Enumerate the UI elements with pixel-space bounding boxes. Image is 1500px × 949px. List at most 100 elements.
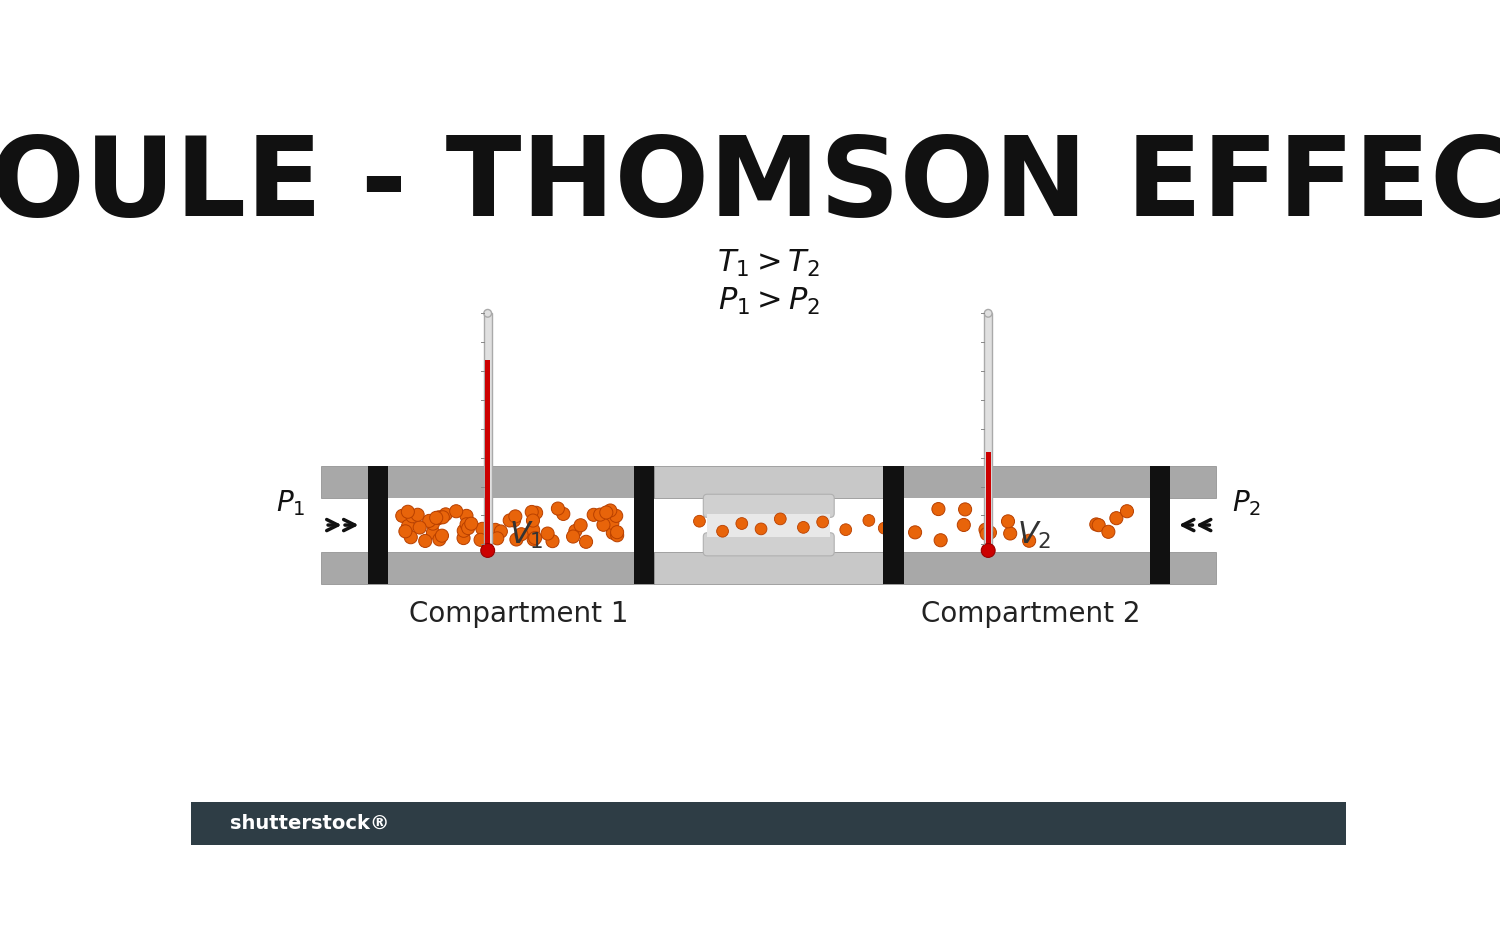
Circle shape xyxy=(404,530,417,544)
Bar xyxy=(986,452,992,545)
Circle shape xyxy=(1023,534,1035,548)
Bar xyxy=(387,498,634,552)
Circle shape xyxy=(542,527,554,540)
Circle shape xyxy=(526,533,540,546)
Circle shape xyxy=(957,518,970,531)
Circle shape xyxy=(980,523,992,536)
Circle shape xyxy=(774,513,786,525)
Bar xyxy=(321,552,654,585)
Circle shape xyxy=(1110,512,1124,525)
Circle shape xyxy=(1120,505,1134,518)
Circle shape xyxy=(958,503,972,516)
Circle shape xyxy=(528,531,542,545)
Circle shape xyxy=(396,510,410,522)
Circle shape xyxy=(568,525,582,537)
Circle shape xyxy=(462,522,474,534)
Circle shape xyxy=(609,510,622,523)
Circle shape xyxy=(546,534,560,548)
Circle shape xyxy=(460,510,472,522)
Circle shape xyxy=(435,530,448,542)
Circle shape xyxy=(980,528,993,540)
Circle shape xyxy=(429,512,442,525)
Circle shape xyxy=(879,522,890,534)
Text: JOULE - THOMSON EFFECT: JOULE - THOMSON EFFECT xyxy=(0,132,1500,239)
Circle shape xyxy=(440,508,452,521)
Bar xyxy=(884,466,903,585)
Circle shape xyxy=(567,530,579,543)
Circle shape xyxy=(1090,518,1102,531)
Circle shape xyxy=(693,515,705,527)
Circle shape xyxy=(514,528,528,541)
Circle shape xyxy=(458,524,471,537)
Circle shape xyxy=(426,517,439,530)
Circle shape xyxy=(600,506,613,519)
Circle shape xyxy=(411,509,424,521)
Circle shape xyxy=(399,525,412,538)
Circle shape xyxy=(1092,518,1106,531)
Text: $V_1$: $V_1$ xyxy=(509,519,543,550)
Bar xyxy=(484,360,490,545)
Circle shape xyxy=(426,526,439,539)
Circle shape xyxy=(465,517,478,530)
Text: Compartment 1: Compartment 1 xyxy=(408,600,628,627)
Bar xyxy=(321,466,654,498)
Circle shape xyxy=(606,527,619,539)
Circle shape xyxy=(526,523,540,536)
Circle shape xyxy=(507,513,520,527)
Circle shape xyxy=(579,535,592,549)
Circle shape xyxy=(402,505,414,518)
Circle shape xyxy=(754,523,766,535)
Circle shape xyxy=(432,511,445,524)
Circle shape xyxy=(474,533,488,547)
Bar xyxy=(984,313,992,545)
Bar xyxy=(884,552,1216,585)
Circle shape xyxy=(610,526,624,539)
Circle shape xyxy=(525,506,538,518)
Circle shape xyxy=(934,533,946,547)
Circle shape xyxy=(586,509,600,521)
Ellipse shape xyxy=(484,309,492,317)
Circle shape xyxy=(594,508,606,521)
Text: $T_1 > T_2$: $T_1 > T_2$ xyxy=(717,248,821,279)
Circle shape xyxy=(840,524,852,535)
Bar xyxy=(654,552,884,585)
Circle shape xyxy=(510,533,524,546)
Text: $P_1 > P_2$: $P_1 > P_2$ xyxy=(717,287,821,317)
Bar xyxy=(1150,466,1170,585)
Circle shape xyxy=(503,514,516,527)
Circle shape xyxy=(606,516,619,530)
Circle shape xyxy=(932,503,945,515)
Circle shape xyxy=(489,523,502,536)
Circle shape xyxy=(556,508,570,520)
FancyBboxPatch shape xyxy=(704,532,834,556)
Circle shape xyxy=(423,514,435,528)
Circle shape xyxy=(450,505,462,518)
Bar xyxy=(192,802,1347,845)
Circle shape xyxy=(597,518,610,531)
Bar xyxy=(884,466,1216,498)
Circle shape xyxy=(432,512,445,525)
Circle shape xyxy=(413,521,426,534)
Circle shape xyxy=(862,514,874,527)
Text: shutterstock®: shutterstock® xyxy=(230,814,390,833)
Circle shape xyxy=(818,516,828,528)
Circle shape xyxy=(909,526,921,539)
Circle shape xyxy=(458,531,470,545)
Circle shape xyxy=(433,532,445,546)
Bar xyxy=(903,498,1150,552)
Circle shape xyxy=(574,519,586,531)
Circle shape xyxy=(1004,527,1017,540)
Circle shape xyxy=(495,525,507,538)
Circle shape xyxy=(530,506,543,519)
Text: $P_1$: $P_1$ xyxy=(276,489,306,518)
Bar xyxy=(654,466,884,498)
Text: $P_2$: $P_2$ xyxy=(1233,489,1262,518)
Circle shape xyxy=(798,522,810,533)
Circle shape xyxy=(526,514,540,527)
Circle shape xyxy=(460,518,472,530)
Circle shape xyxy=(1102,525,1114,538)
Ellipse shape xyxy=(984,309,992,317)
Bar xyxy=(368,466,387,585)
Circle shape xyxy=(419,534,432,548)
Circle shape xyxy=(603,504,616,517)
